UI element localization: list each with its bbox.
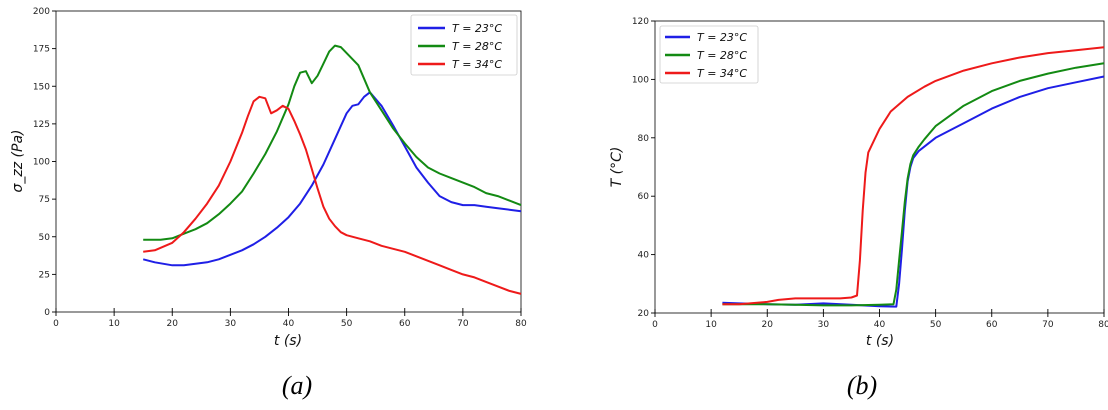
y-tick-label: 50	[39, 233, 51, 243]
x-tick-label: 80	[515, 319, 527, 329]
chart-b: 0 10 20 30 40 50 60 70 80 20 40 60 80 10…	[609, 17, 1108, 400]
panel-label-b: (b)	[847, 371, 877, 400]
chart-b-x-tick-labels: 0 10 20 30 40 50 60 70 80	[652, 320, 1108, 330]
legend-label-23: T = 23°C	[452, 22, 502, 35]
chart-a-y-tick-labels: 0 25 50 75 100 125 150 175 200	[33, 7, 50, 318]
y-tick-label: 40	[638, 251, 650, 261]
x-tick-label: 20	[762, 320, 774, 330]
y-tick-label: 25	[39, 270, 50, 280]
chart-b-x-axis-label: t (s)	[866, 333, 894, 349]
legend-box	[410, 14, 518, 76]
x-tick-label: 70	[457, 319, 469, 329]
chart-b-series	[722, 46, 1105, 308]
x-tick-label: 10	[108, 319, 120, 329]
panel-label-a: (a)	[282, 371, 312, 400]
x-tick-label: 50	[930, 320, 942, 330]
series-line-28	[722, 62, 1105, 307]
chart-b-ticks	[651, 20, 1105, 317]
x-tick-label: 80	[1098, 320, 1108, 330]
x-tick-label: 70	[1042, 320, 1054, 330]
series-line-34	[143, 95, 522, 295]
x-tick-label: 30	[818, 320, 830, 330]
x-tick-label: 60	[399, 319, 411, 329]
x-tick-label: 0	[53, 319, 59, 329]
legend-label-28: T = 28°C	[452, 40, 502, 53]
x-tick-label: 10	[705, 320, 717, 330]
y-tick-label: 100	[632, 75, 649, 85]
x-tick-label: 40	[283, 319, 295, 329]
x-tick-label: 30	[225, 319, 237, 329]
x-tick-label: 60	[986, 320, 998, 330]
y-tick-label: 0	[44, 308, 50, 318]
series-line-34	[722, 46, 1105, 306]
chart-a: 0 10 20 30 40 50 60 70 80 0 25 50 75 100…	[10, 7, 527, 400]
y-tick-label: 200	[33, 7, 50, 17]
chart-a-y-axis-label: σ_zz (Pa)	[10, 130, 26, 193]
legend-label-28: T = 28°C	[697, 49, 747, 62]
legend-label-34: T = 34°C	[697, 67, 747, 80]
x-tick-label: 40	[874, 320, 886, 330]
y-tick-label: 100	[33, 158, 50, 168]
x-tick-label: 50	[341, 319, 353, 329]
series-line-23	[142, 91, 522, 267]
legend-label-23: T = 23°C	[697, 31, 747, 44]
chart-b-legend: T = 23°C T = 28°C T = 34°C	[659, 25, 759, 84]
chart-a-x-axis-label: t (s)	[274, 333, 302, 349]
legend-label-34: T = 34°C	[452, 58, 502, 71]
y-tick-label: 125	[33, 120, 50, 130]
series-line-23	[722, 75, 1105, 308]
y-tick-label: 120	[632, 17, 649, 27]
y-tick-label: 80	[638, 134, 650, 144]
chart-b-y-tick-labels: 20 40 60 80 100 120	[632, 17, 649, 319]
chart-a-legend: T = 23°C T = 28°C T = 34°C	[410, 14, 518, 76]
y-tick-label: 20	[638, 309, 650, 319]
x-tick-label: 20	[167, 319, 179, 329]
chart-a-ticks	[52, 10, 522, 316]
chart-a-x-tick-labels: 0 10 20 30 40 50 60 70 80	[53, 319, 527, 329]
y-tick-label: 60	[638, 192, 650, 202]
x-tick-label: 0	[652, 320, 658, 330]
chart-b-y-axis-label: T (°C)	[609, 147, 625, 188]
chart-a-series	[142, 44, 522, 295]
y-tick-label: 150	[33, 82, 50, 92]
y-tick-label: 75	[39, 195, 50, 205]
y-tick-label: 175	[33, 45, 50, 55]
legend-box	[659, 25, 759, 84]
series-line-28	[143, 44, 522, 241]
